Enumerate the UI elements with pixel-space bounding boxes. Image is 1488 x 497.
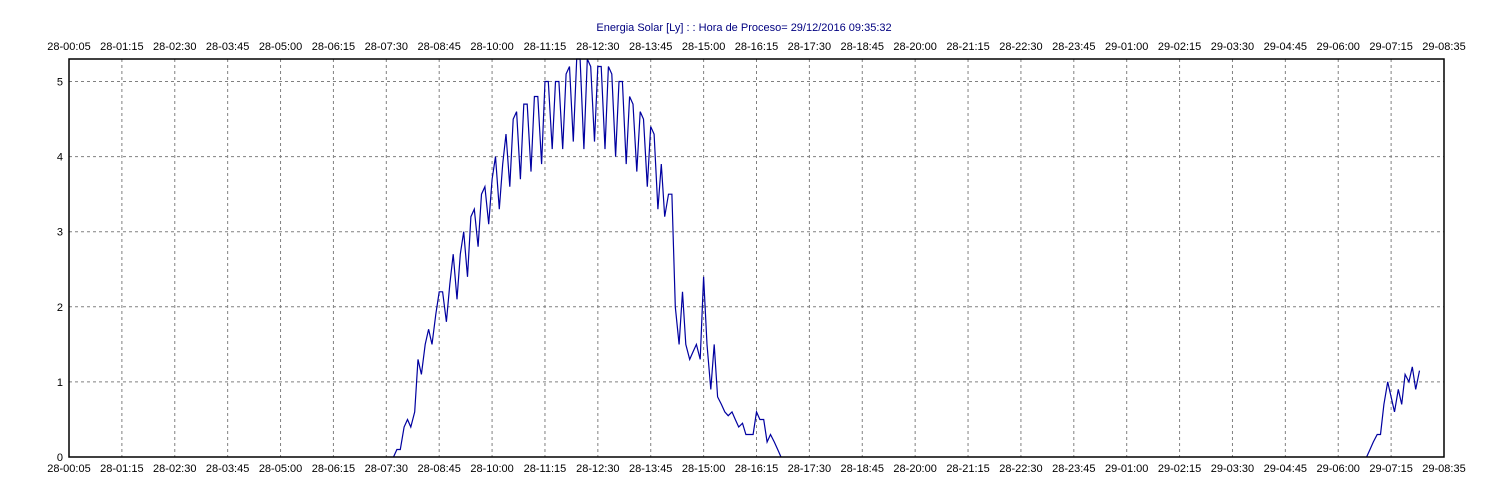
top-x-tick-label: 29-03:30 [1211,41,1254,53]
bottom-x-tick-label: 29-02:15 [1158,463,1201,475]
bottom-x-tick-label: 28-20:00 [893,463,936,475]
y-tick-label: 4 [57,152,63,164]
y-tick-label: 2 [57,302,63,314]
top-x-tick-label: 28-05:00 [259,41,302,53]
top-x-tick-label: 29-06:00 [1317,41,1360,53]
top-x-tick-label: 28-06:15 [312,41,355,53]
y-tick-label: 5 [57,77,63,89]
grid-lines [69,59,1444,457]
top-x-tick-label: 28-00:05 [47,41,90,53]
top-x-tick-label: 29-01:00 [1105,41,1148,53]
top-x-tick-label: 29-07:15 [1369,41,1412,53]
bottom-x-tick-label: 28-00:05 [47,463,90,475]
bottom-x-tick-label: 28-12:30 [576,463,619,475]
bottom-x-tick-label: 28-16:15 [735,463,778,475]
bottom-x-tick-label: 28-21:15 [946,463,989,475]
top-x-tick-label: 28-03:45 [206,41,249,53]
bottom-x-tick-label: 28-05:00 [259,463,302,475]
y-tick-labels: 0 1 2 3 4 5 [57,77,63,464]
top-tick-labels: 28-00:05 28-01:15 28-02:30 28-03:45 28-05:00… [47,41,1465,53]
top-x-tick-label: 28-20:00 [893,41,936,53]
bottom-x-tick-label: 28-13:45 [629,463,672,475]
top-x-tick-label: 28-10:00 [470,41,513,53]
top-x-tick-label: 28-21:15 [946,41,989,53]
bottom-x-tick-label: 28-01:15 [100,463,143,475]
bottom-x-tick-label: 28-03:45 [206,463,249,475]
top-x-tick-label: 28-17:30 [788,41,831,53]
top-x-tick-label: 29-08:35 [1422,41,1465,53]
top-x-tick-label: 28-12:30 [576,41,619,53]
top-x-tick-label: 29-04:45 [1264,41,1307,53]
series-line [392,58,782,458]
top-x-tick-label: 28-15:00 [682,41,725,53]
bottom-x-tick-label: 29-01:00 [1105,463,1148,475]
y-tick-label: 1 [57,377,63,389]
bottom-x-tick-label: 28-18:45 [841,463,884,475]
bottom-x-tick-label: 28-11:15 [524,463,567,475]
top-x-tick-label: 28-23:45 [1052,41,1095,53]
bottom-tick-labels: 28-00:05 28-01:15 28-02:30 28-03:45 28-05:00… [47,463,1465,475]
bottom-x-tick-label: 29-07:15 [1369,463,1412,475]
bottom-x-tick-label: 28-22:30 [999,463,1042,475]
top-x-tick-label: 28-22:30 [999,41,1042,53]
series-line [1366,366,1421,458]
top-x-tick-label: 28-07:30 [365,41,408,53]
top-x-tick-label: 28-11:15 [524,41,567,53]
top-x-tick-label: 28-02:30 [153,41,196,53]
plot-frame [68,58,1445,458]
top-x-tick-label: 28-13:45 [629,41,672,53]
bottom-x-tick-label: 28-17:30 [788,463,831,475]
top-x-tick-label: 28-01:15 [100,41,143,53]
chart-title: Energia Solar [Ly] : : Hora de Proceso= … [596,22,891,34]
top-x-tick-label: 28-16:15 [735,41,778,53]
bottom-x-tick-label: 29-06:00 [1317,463,1360,475]
bottom-x-tick-label: 28-15:00 [682,463,725,475]
bottom-x-tick-label: 28-06:15 [312,463,355,475]
top-x-tick-label: 29-02:15 [1158,41,1201,53]
y-tick-label: 3 [57,227,63,239]
bottom-x-tick-label: 28-02:30 [153,463,196,475]
bottom-x-tick-label: 29-04:45 [1264,463,1307,475]
top-x-tick-label: 28-08:45 [417,41,460,53]
bottom-x-tick-label: 28-23:45 [1052,463,1095,475]
bottom-x-tick-label: 29-08:35 [1422,463,1465,475]
top-x-tick-label: 28-18:45 [841,41,884,53]
series-layer [392,58,1421,458]
bottom-x-tick-label: 29-03:30 [1211,463,1254,475]
bottom-x-tick-label: 28-10:00 [470,463,513,475]
bottom-x-tick-label: 28-07:30 [365,463,408,475]
y-tick-label: 0 [57,452,63,464]
bottom-x-tick-label: 28-08:45 [417,463,460,475]
